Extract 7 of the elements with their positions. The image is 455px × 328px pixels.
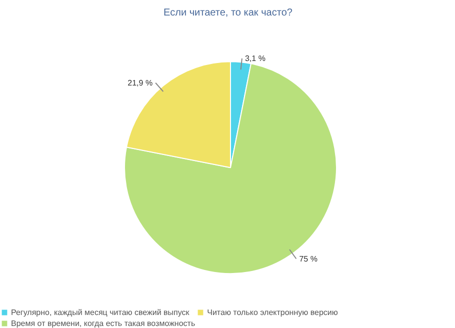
data-label: 21,9 % bbox=[128, 78, 153, 88]
data-label: 75 % bbox=[299, 254, 318, 264]
legend-label: Регулярно, каждый месяц читаю свежий выпуск bbox=[11, 307, 190, 317]
data-label: 3,1 % bbox=[244, 54, 266, 63]
chart-title: Если читаете, то как часто? bbox=[164, 8, 293, 18]
legend-label: Читаю только электронную версию bbox=[207, 307, 338, 317]
legend-label: Время от времени, когда есть такая возможность bbox=[11, 318, 196, 328]
